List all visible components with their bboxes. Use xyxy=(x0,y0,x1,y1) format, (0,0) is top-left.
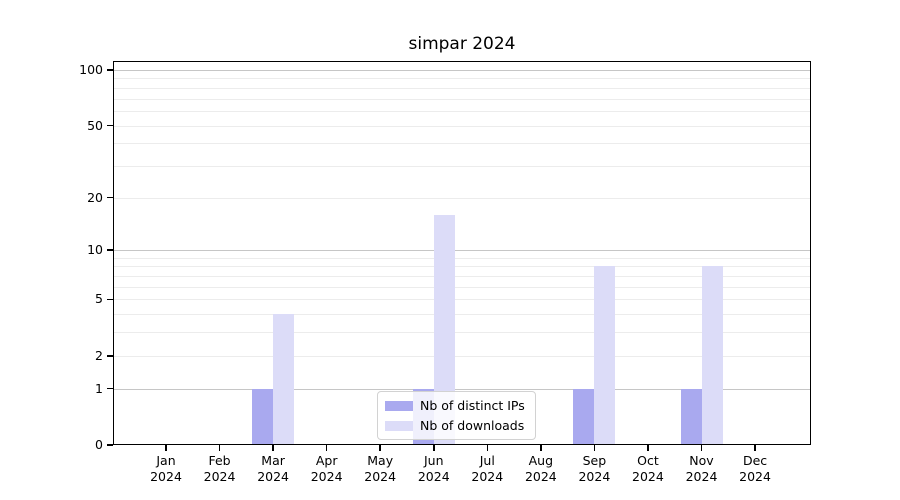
y-axis-tick-label: 2 xyxy=(95,347,103,363)
y-axis-tick-label: 50 xyxy=(87,117,103,133)
x-axis-tick xyxy=(700,445,703,451)
y-axis-tick xyxy=(107,124,113,127)
gridline-minor xyxy=(113,286,811,288)
x-axis-tick-year: 2024 xyxy=(364,468,397,484)
gridline-minor xyxy=(113,98,811,100)
legend-swatch-downloads xyxy=(385,420,413,431)
x-axis-tick-label: Dec 2024 xyxy=(739,453,771,484)
gridline-minor xyxy=(113,266,811,268)
x-axis-tick-year: 2024 xyxy=(257,468,289,484)
gridline-minor xyxy=(113,87,811,89)
x-axis-tick xyxy=(432,445,435,451)
x-axis-tick-label: Apr 2024 xyxy=(310,453,343,484)
x-axis-tick-label: Oct 2024 xyxy=(632,453,664,484)
y-axis-tick-label: 1 xyxy=(95,380,103,396)
gridline-minor xyxy=(113,110,811,112)
x-axis-tick-year: 2024 xyxy=(203,468,236,484)
x-axis-tick xyxy=(754,445,756,451)
x-axis-tick-year: 2024 xyxy=(578,468,611,484)
x-axis-tick-year: 2024 xyxy=(632,468,664,484)
bar-downloads xyxy=(594,266,616,445)
y-axis-tick xyxy=(107,196,113,199)
x-axis-tick-year: 2024 xyxy=(524,468,557,484)
y-axis-tick-label: 100 xyxy=(79,62,103,77)
legend-label-distinct-ips: Nb of distinct IPs xyxy=(420,398,525,413)
gridline-major xyxy=(113,70,811,71)
x-axis-tick-year: 2024 xyxy=(739,468,771,484)
x-axis-tick-year: 2024 xyxy=(685,468,718,484)
gridline-major xyxy=(113,388,811,390)
legend-row-distinct-ips: Nb of distinct IPs xyxy=(385,398,525,413)
x-axis-tick-label: Jul 2024 xyxy=(471,453,504,484)
x-axis-tick xyxy=(647,445,649,451)
x-axis-tick xyxy=(325,445,328,451)
gridline-minor xyxy=(113,143,811,145)
x-axis-tick xyxy=(272,445,274,451)
x-axis-tick xyxy=(165,445,167,451)
y-axis-tick xyxy=(107,298,113,301)
x-axis-tick-year: 2024 xyxy=(310,468,343,484)
gridline-minor xyxy=(113,355,811,357)
y-axis-tick-label: 5 xyxy=(95,291,103,307)
y-axis-tick-label: 20 xyxy=(87,189,103,205)
gridline-minor xyxy=(113,299,811,301)
chart-title: simpar 2024 xyxy=(408,34,516,54)
gridline-minor xyxy=(113,78,811,80)
x-axis-tick xyxy=(540,445,542,451)
x-axis-tick xyxy=(218,445,221,451)
bar-downloads xyxy=(701,266,723,445)
x-axis-tick xyxy=(379,445,381,451)
gridline-minor xyxy=(113,257,811,259)
bar-downloads xyxy=(433,214,455,445)
gridline-major xyxy=(113,250,811,252)
legend: Nb of distinct IPs Nb of downloads xyxy=(377,391,536,440)
x-axis-tick-label: Mar 2024 xyxy=(257,453,289,484)
y-axis-tick xyxy=(107,387,113,390)
y-axis-tick-label: 10 xyxy=(87,242,103,258)
x-axis-tick-label: May 2024 xyxy=(364,453,397,484)
y-axis-tick-label: 0 xyxy=(95,437,103,452)
bar-distinct-ips xyxy=(573,388,595,445)
x-axis-tick-label: Aug 2024 xyxy=(524,453,557,484)
legend-row-downloads: Nb of downloads xyxy=(385,418,525,433)
gridline-minor xyxy=(113,276,811,278)
gridline-minor xyxy=(113,125,811,127)
x-axis-tick-year: 2024 xyxy=(417,468,450,484)
bar-distinct-ips xyxy=(252,388,274,445)
bar-downloads xyxy=(273,314,295,445)
x-axis-tick-label: Jan 2024 xyxy=(150,453,182,484)
x-axis-tick xyxy=(593,445,596,451)
gridline-minor xyxy=(113,314,811,316)
x-axis-tick xyxy=(486,445,489,451)
legend-label-downloads: Nb of downloads xyxy=(420,418,525,433)
x-axis-tick-label: Feb 2024 xyxy=(203,453,236,484)
x-axis-tick-label: Jun 2024 xyxy=(417,453,450,484)
y-axis-tick xyxy=(107,444,113,446)
y-axis-tick xyxy=(107,249,113,251)
gridline-minor xyxy=(113,332,811,334)
bar-distinct-ips xyxy=(680,388,702,445)
y-axis-tick xyxy=(107,354,113,357)
gridline-minor xyxy=(113,165,811,167)
plot-area: Nb of distinct IPs Nb of downloads 0 1 2 5 1… xyxy=(79,61,811,484)
x-axis-tick-year: 2024 xyxy=(471,468,504,484)
legend-swatch-distinct-ips xyxy=(385,400,413,411)
x-axis-tick-label: Nov 2024 xyxy=(685,453,718,484)
x-axis-tick-year: 2024 xyxy=(150,468,182,484)
gridline-minor xyxy=(113,197,811,199)
x-axis-tick-label: Sep 2024 xyxy=(578,453,611,484)
y-axis-tick xyxy=(107,69,113,71)
